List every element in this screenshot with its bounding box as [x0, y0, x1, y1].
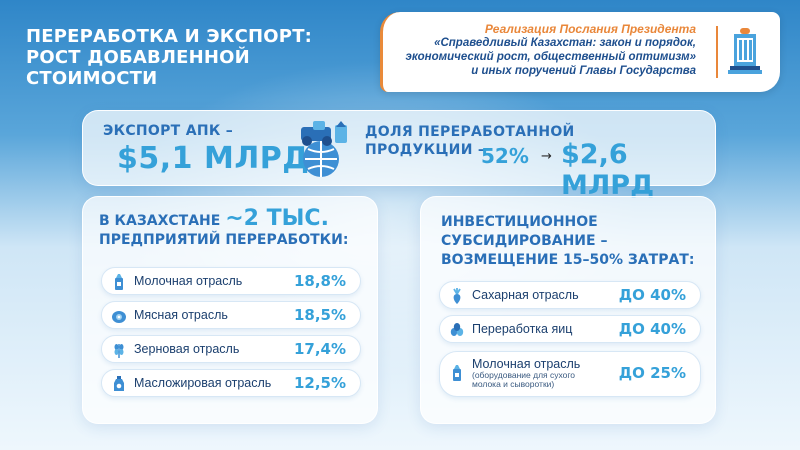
export-summary-card: ЭКСПОРТ АПК – $5,1 МЛРД ДОЛЯ ПЕРЕРАБОТАН…	[82, 110, 716, 201]
list-item-value: 18,5%	[293, 306, 346, 324]
list-item-name: Зерновая отрасль	[134, 342, 240, 356]
export-label: ЭКСПОРТ АПК –	[103, 123, 234, 139]
list-item-meat: Мясная отрасль 18,5%	[101, 301, 361, 329]
processing-heading: В КАЗАХСТАНЕ ~2 ТЫС. ПРЕДПРИЯТИЙ ПЕРЕРАБ…	[99, 206, 369, 250]
banner-line-1: «Справедливый Казахстан: закон и порядок…	[434, 37, 696, 49]
eggs-icon	[448, 321, 466, 339]
list-item-grain: Зерновая отрасль 17,4%	[101, 335, 361, 363]
tractor-globe-icon	[291, 119, 353, 181]
list-item-name: Переработка яиц	[472, 322, 573, 336]
processing-heading-prefix: В КАЗАХСТАНЕ	[99, 213, 221, 229]
list-item-value: 12,5%	[293, 374, 346, 392]
share-value: $2,6 МЛРД	[561, 139, 655, 201]
list-item-oil: Масложировая отрасль 12,5%	[101, 369, 361, 397]
list-item-name: Масложировая отрасль	[134, 376, 272, 390]
banner-heading: Реализация Послания Президента	[484, 22, 696, 36]
subsidy-heading-line-1: ИНВЕСТИЦИОННОЕ	[441, 214, 598, 230]
page-title: ПЕРЕРАБОТКА И ЭКСПОРТ: РОСТ ДОБАВЛЕННОЙ …	[26, 26, 326, 89]
milk-icon	[448, 364, 466, 382]
list-item-dairy-equipment: Молочная отрасль (оборудование для сухог…	[439, 351, 701, 397]
title-line-2: РОСТ ДОБАВЛЕННОЙ	[26, 47, 250, 68]
processing-enterprises-card: В КАЗАХСТАНЕ ~2 ТЫС. ПРЕДПРИЯТИЙ ПЕРЕРАБ…	[82, 196, 378, 424]
share-label: ДОЛЯ ПЕРЕРАБОТАННОЙ ПРОДУКЦИИ –	[365, 123, 575, 159]
list-item-value: ДО 40%	[618, 320, 686, 338]
banner-text: Реализация Послания Президента «Справедл…	[376, 22, 696, 78]
investment-subsidy-card: ИНВЕСТИЦИОННОЕ СУБСИДИРОВАНИЕ – ВОЗМЕЩЕН…	[420, 196, 716, 424]
title-line-1: ПЕРЕРАБОТКА И ЭКСПОРТ:	[26, 26, 313, 47]
president-message-banner: Реализация Послания Президента «Справедл…	[380, 12, 780, 92]
government-building-icon	[716, 26, 766, 78]
list-item-name: Сахарная отрасль	[472, 288, 579, 302]
list-item-value: 17,4%	[293, 340, 346, 358]
banner-line-2: экономический рост, общественный оптимиз…	[405, 51, 696, 63]
list-item-name: Молочная отрасль (оборудование для сухог…	[472, 357, 580, 389]
list-item-name-text: Молочная отрасль	[472, 357, 581, 371]
list-item-value: 18,8%	[293, 272, 346, 290]
list-item-value: ДО 25%	[618, 364, 686, 382]
title-line-3: СТОИМОСТИ	[26, 68, 158, 89]
list-item-value: ДО 40%	[618, 286, 686, 304]
arrow-right-icon: →	[541, 149, 552, 164]
subsidy-heading-line-3: ВОЗМЕЩЕНИЕ 15–50% ЗАТРАТ:	[441, 252, 695, 268]
subsidy-heading: ИНВЕСТИЦИОННОЕ СУБСИДИРОВАНИЕ – ВОЗМЕЩЕН…	[441, 213, 711, 270]
export-value: $5,1 МЛРД	[117, 141, 310, 176]
list-item-eggs: Переработка яиц ДО 40%	[439, 315, 701, 343]
meat-icon	[110, 307, 128, 325]
share-label-line-1: ДОЛЯ ПЕРЕРАБОТАННОЙ	[365, 124, 575, 140]
banner-line-3: и иных поручений Главы Государства	[471, 65, 696, 77]
oil-bottle-icon	[110, 375, 128, 393]
share-label-line-2: ПРОДУКЦИИ –	[365, 142, 486, 158]
list-item-note-line-2: молока и сыворотки)	[472, 379, 555, 389]
wheat-icon	[110, 341, 128, 359]
list-item-sugar: Сахарная отрасль ДО 40%	[439, 281, 701, 309]
subsidy-heading-line-2: СУБСИДИРОВАНИЕ –	[441, 233, 608, 249]
processing-heading-line-2: ПРЕДПРИЯТИЙ ПЕРЕРАБОТКИ:	[99, 232, 349, 248]
list-item-name: Молочная отрасль	[134, 274, 243, 288]
sugar-beet-icon	[448, 287, 466, 305]
list-item-dairy: Молочная отрасль 18,8%	[101, 267, 361, 295]
list-item-name: Мясная отрасль	[134, 308, 228, 322]
share-percent: 52%	[481, 144, 529, 168]
list-item-note-line-1: (оборудование для сухого	[472, 370, 576, 380]
milk-icon	[110, 273, 128, 291]
processing-heading-count: ~2 ТЫС.	[225, 206, 329, 231]
